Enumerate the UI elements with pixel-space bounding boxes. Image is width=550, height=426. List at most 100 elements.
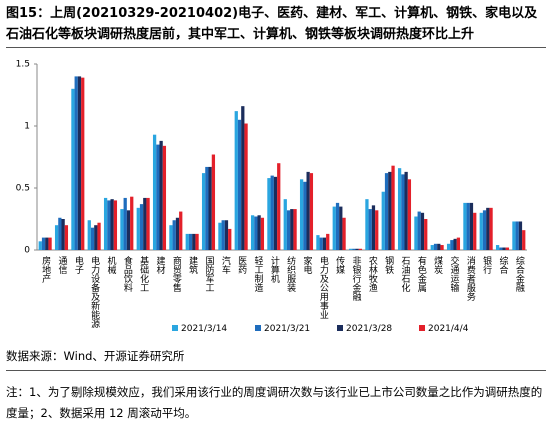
bar [355,248,359,250]
x-tick-label: 交通运输 [449,255,460,293]
bar [440,245,444,250]
bar [319,237,323,250]
x-tick-label: 汽车 [220,255,231,275]
bar [446,243,451,250]
x-tick-label: 基础化工 [138,255,149,292]
y-tick-label: 1.5 [16,60,30,70]
x-tick-label: 计算机 [269,255,280,284]
bar [162,145,167,250]
bar [522,230,526,250]
bar [64,225,69,250]
bar [303,181,307,250]
bar [224,220,229,250]
bar [368,209,372,250]
x-tick-label: 轻工制造 [253,255,264,293]
bar [74,76,78,251]
y-tick-label: 1 [24,122,30,132]
x-tick-label: 电子 [73,255,84,274]
bar [45,237,49,250]
bar [81,77,85,250]
x-tick-label: 通信 [57,256,68,275]
bar [322,237,327,250]
bar [254,216,258,250]
bar [146,197,150,250]
bar [463,202,467,250]
bar [482,210,487,250]
bar [420,212,425,250]
x-tick-label: 电力及公用事业 [318,255,329,319]
bar [286,210,291,250]
bar [113,200,118,250]
bar [316,235,320,250]
bar [260,217,265,250]
bar [58,217,62,250]
bar [342,217,346,250]
bar [208,166,212,250]
bar [401,174,405,250]
bar [172,220,176,250]
bar [90,227,95,250]
bar [228,228,232,250]
legend-swatch [337,325,343,331]
bar [241,106,245,250]
bar [267,178,271,250]
bar [293,209,297,250]
bar [205,166,209,250]
bar [290,209,294,250]
bar [94,225,98,250]
x-tick-label: 煤炭 [432,255,443,275]
bar [469,202,474,250]
bar [339,206,343,250]
bar [466,202,470,250]
bar [185,233,189,250]
bar [123,197,127,250]
bar [270,175,274,250]
bar [352,248,356,250]
bar [391,165,395,250]
bar [126,210,131,250]
legend-swatch [255,325,261,331]
bar [306,171,310,250]
bar [388,171,392,250]
bar [139,204,144,250]
legend-label: 2021/4/4 [428,324,469,334]
bar [41,237,46,250]
bar [234,111,238,251]
x-tick-label: 综合金融 [514,255,525,293]
bar [424,219,428,250]
x-tick-label: 商贸零售 [171,255,182,293]
bar [358,248,363,250]
y-tick-label: 0 [24,246,30,256]
bar [201,173,206,250]
bar [54,225,59,250]
x-tick-label: 建材 [155,255,166,274]
bar [237,119,242,250]
bar [384,173,389,250]
bar [381,191,385,250]
x-tick-label: 传媒 [334,255,345,275]
bar [61,219,65,250]
bar [433,243,438,250]
x-tick-label: 纺织服装 [285,255,296,293]
x-tick-label: 医药 [236,256,247,275]
bar [453,238,457,250]
bar [143,197,147,250]
bar [192,233,196,250]
x-tick-label: 家电 [302,255,313,274]
bar [309,173,314,250]
x-tick-label: 电力设备及新能源 [89,255,100,329]
bar [244,123,248,250]
x-tick-label: 钢铁 [383,255,394,275]
bar [414,216,418,250]
bar [502,247,506,250]
legend-swatch [419,325,425,331]
legend-label: 2021/3/14 [181,324,227,334]
bar [38,241,42,250]
source: 数据来源：Wind、开源证券研究所 [6,348,546,371]
bar [77,76,82,251]
bar [97,222,101,250]
bar [335,202,340,250]
x-tick-label: 机械 [106,255,117,275]
bar [407,179,412,250]
